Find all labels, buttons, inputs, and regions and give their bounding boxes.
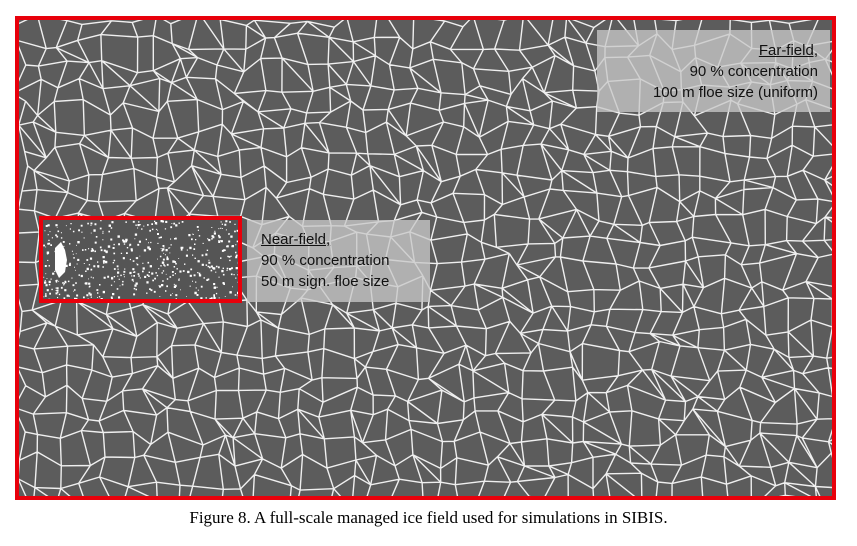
figure-caption: Figure 8. A full-scale managed ice field… bbox=[189, 508, 668, 527]
far-field-floe-size: 100 m floe size (uniform) bbox=[652, 84, 818, 101]
near-field-inset bbox=[39, 216, 242, 303]
near-field-floes bbox=[43, 220, 238, 299]
near-field-title: Near-field, bbox=[261, 231, 331, 248]
ice-field-figure: Far-field, 90 % concentration 100 m floe… bbox=[15, 16, 836, 500]
far-field-title: Far-field, bbox=[758, 42, 818, 59]
near-field-floe-size: 50 m sign. floe size bbox=[261, 273, 390, 290]
near-field-concentration: 90 % concentration bbox=[261, 252, 390, 269]
near-field-floe-pattern bbox=[43, 220, 238, 299]
far-field-label: Far-field, 90 % concentration 100 m floe… bbox=[597, 30, 830, 112]
far-field-concentration: 90 % concentration bbox=[689, 63, 818, 80]
vessel-shape bbox=[55, 242, 67, 278]
near-field-label: Near-field, 90 % concentration 50 m sign… bbox=[247, 220, 430, 302]
